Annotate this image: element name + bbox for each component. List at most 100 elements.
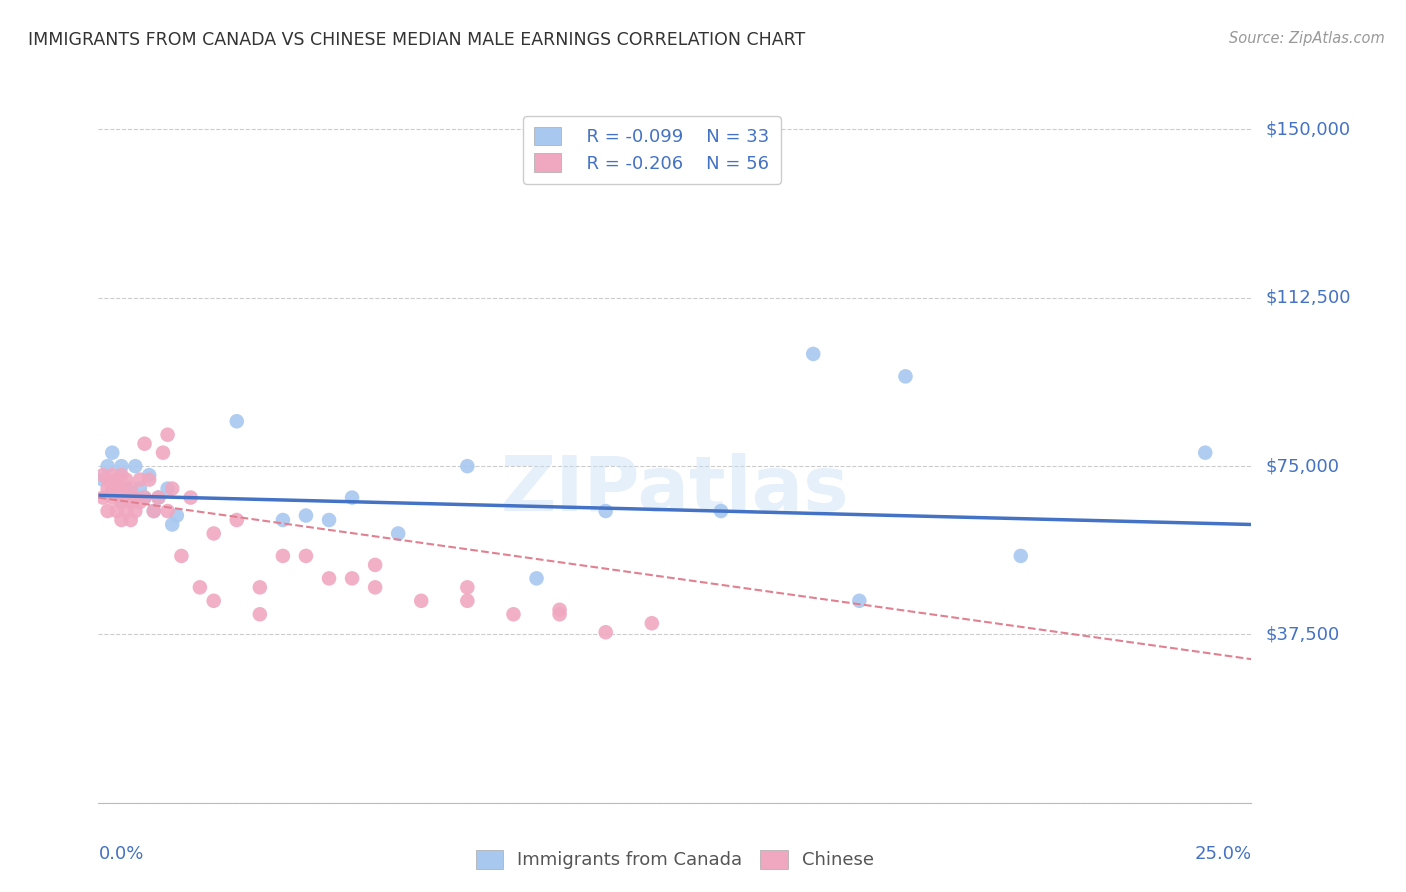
Point: [202, 594, 225, 608]
Text: $150,000: $150,000: [1265, 120, 1351, 138]
Point: [129, 473, 152, 487]
Point: [120, 482, 142, 496]
Point: [120, 495, 142, 509]
Point: [548, 607, 571, 622]
Point: [110, 513, 132, 527]
Point: [148, 491, 170, 505]
Text: 0.0%: 0.0%: [98, 845, 143, 863]
Point: [129, 495, 152, 509]
Point: [271, 549, 294, 563]
Point: [160, 482, 183, 496]
Point: [548, 603, 571, 617]
Point: [225, 414, 247, 428]
Legend:   R = -0.099    N = 33,   R = -0.206    N = 56: R = -0.099 N = 33, R = -0.206 N = 56: [523, 116, 780, 184]
Point: [97, 459, 120, 474]
Point: [97, 482, 120, 496]
Point: [271, 513, 294, 527]
Point: [456, 580, 478, 594]
Point: [387, 526, 409, 541]
Point: [318, 513, 340, 527]
Point: [411, 594, 433, 608]
Point: [115, 504, 138, 518]
Point: [110, 495, 132, 509]
Point: [148, 491, 170, 505]
Point: [138, 473, 160, 487]
Point: [180, 491, 202, 505]
Text: $112,500: $112,500: [1265, 289, 1351, 307]
Point: [101, 491, 124, 505]
Point: [124, 459, 146, 474]
Point: [134, 436, 156, 450]
Point: [526, 571, 548, 585]
Text: Source: ZipAtlas.com: Source: ZipAtlas.com: [1229, 31, 1385, 46]
Point: [595, 625, 617, 640]
Point: [97, 504, 120, 518]
Point: [110, 468, 132, 483]
Point: [91, 468, 114, 483]
Point: [364, 558, 387, 572]
Point: [138, 468, 160, 483]
Text: $37,500: $37,500: [1265, 625, 1340, 643]
Text: IMMIGRANTS FROM CANADA VS CHINESE MEDIAN MALE EARNINGS CORRELATION CHART: IMMIGRANTS FROM CANADA VS CHINESE MEDIAN…: [28, 31, 806, 49]
Point: [1194, 445, 1216, 459]
Point: [101, 468, 124, 483]
Point: [129, 482, 152, 496]
Point: [142, 504, 165, 518]
Point: [120, 491, 142, 505]
Point: [105, 473, 128, 487]
Point: [340, 571, 363, 585]
Legend: Immigrants from Canada, Chinese: Immigrants from Canada, Chinese: [467, 841, 883, 879]
Point: [188, 580, 211, 594]
Point: [894, 369, 917, 384]
Point: [91, 473, 114, 487]
Point: [134, 491, 156, 505]
Point: [120, 513, 142, 527]
Point: [166, 508, 188, 523]
Point: [105, 504, 128, 518]
Point: [249, 580, 271, 594]
Text: $75,000: $75,000: [1265, 457, 1340, 475]
Text: 25.0%: 25.0%: [1194, 845, 1251, 863]
Point: [295, 549, 318, 563]
Point: [1010, 549, 1032, 563]
Point: [456, 594, 478, 608]
Point: [124, 491, 146, 505]
Point: [97, 473, 120, 487]
Point: [502, 607, 524, 622]
Point: [110, 491, 132, 505]
Point: [160, 517, 183, 532]
Point: [202, 526, 225, 541]
Point: [110, 459, 132, 474]
Point: [156, 427, 179, 442]
Point: [456, 459, 478, 474]
Point: [142, 504, 165, 518]
Point: [91, 491, 114, 505]
Point: [156, 504, 179, 518]
Point: [101, 482, 124, 496]
Point: [115, 482, 138, 496]
Point: [152, 445, 174, 459]
Point: [225, 513, 247, 527]
Point: [710, 504, 733, 518]
Point: [115, 491, 138, 505]
Point: [170, 549, 193, 563]
Point: [156, 482, 179, 496]
Point: [101, 445, 124, 459]
Point: [340, 491, 363, 505]
Point: [110, 482, 132, 496]
Point: [115, 473, 138, 487]
Point: [249, 607, 271, 622]
Point: [318, 571, 340, 585]
Point: [595, 504, 617, 518]
Point: [105, 473, 128, 487]
Point: [124, 504, 146, 518]
Point: [364, 580, 387, 594]
Point: [105, 482, 128, 496]
Point: [848, 594, 870, 608]
Point: [134, 491, 156, 505]
Point: [101, 482, 124, 496]
Text: ZIPatlas: ZIPatlas: [501, 453, 849, 526]
Point: [295, 508, 318, 523]
Point: [641, 616, 664, 631]
Point: [801, 347, 824, 361]
